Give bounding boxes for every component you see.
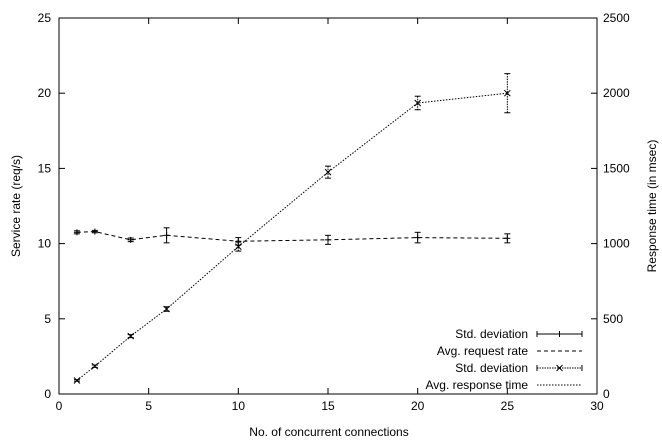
error-bar — [127, 236, 134, 243]
legend-label: Std. deviation — [455, 361, 528, 375]
axis-ticks: 0 5 10 15 20 25 300510152025050010001500200025… — [38, 11, 630, 413]
series-2 — [73, 73, 511, 384]
error-bar — [91, 228, 98, 235]
x-tick-label: 15 — [321, 399, 335, 413]
error-bar — [73, 377, 81, 384]
legend-marker — [556, 364, 563, 372]
y2-tick-label: 1000 — [603, 237, 630, 251]
data-point — [91, 362, 99, 370]
error-bar — [504, 233, 511, 244]
data-point — [234, 243, 242, 250]
data-point — [503, 89, 511, 97]
y2-axis-label: Response time (in msec) — [645, 140, 659, 273]
error-bar — [91, 362, 99, 370]
data-point — [324, 168, 332, 176]
y-tick-label: 0 — [44, 387, 51, 401]
error-bar — [127, 332, 135, 340]
x-tick-label: 5 — [145, 399, 152, 413]
series-layer — [73, 73, 511, 384]
x-tick-label: 25 — [501, 399, 515, 413]
error-bar — [163, 227, 170, 244]
legend-entry: Std. deviation — [455, 327, 583, 341]
x-tick-label: 10 — [232, 399, 246, 413]
error-bar — [414, 231, 421, 244]
data-point — [127, 332, 135, 340]
legend-label: Avg. request rate — [437, 344, 528, 358]
series-line — [76, 231, 508, 242]
error-bar — [325, 234, 331, 245]
y2-tick-label: 1500 — [603, 161, 630, 175]
y-tick-label: 15 — [38, 161, 52, 175]
y-tick-label: 5 — [44, 312, 51, 326]
error-bar — [234, 241, 242, 252]
legend-label: Std. deviation — [455, 327, 528, 341]
y2-tick-label: 2000 — [603, 86, 630, 100]
x-tick-label: 30 — [590, 399, 604, 413]
error-bar — [73, 229, 80, 236]
error-bar — [324, 165, 332, 179]
error-bar — [503, 73, 511, 114]
y2-tick-label: 0 — [603, 387, 610, 401]
series-1 — [73, 227, 511, 246]
y-tick-label: 20 — [38, 86, 52, 100]
y2-tick-label: 2500 — [603, 11, 630, 25]
x-tick-label: 20 — [411, 399, 425, 413]
x-axis-label: No. of concurrent connections — [249, 425, 408, 439]
legend: Std. deviation Avg. request rate Std. devi… — [426, 327, 583, 392]
legend-entry: Avg. request rate — [437, 344, 582, 358]
data-point — [163, 305, 170, 313]
y2-tick-label: 500 — [603, 312, 623, 326]
series-line — [76, 92, 508, 381]
y-tick-label: 25 — [38, 11, 52, 25]
legend-label: Avg. response time — [426, 378, 529, 392]
data-point — [414, 99, 422, 107]
legend-entry: Std. deviation — [455, 361, 583, 375]
error-bar — [163, 305, 170, 313]
legend-entry: Avg. response time — [426, 378, 582, 392]
y-tick-label: 10 — [38, 237, 52, 251]
x-tick-label: 0 — [56, 399, 63, 413]
data-point — [73, 377, 81, 384]
error-bar — [414, 95, 422, 111]
y-axis-label: Service rate (req/s) — [9, 155, 23, 257]
